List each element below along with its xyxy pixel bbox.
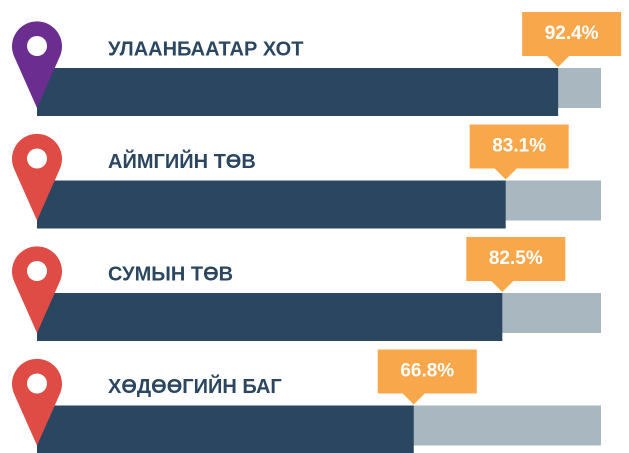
pin-hole	[27, 148, 47, 169]
location-pin	[11, 358, 62, 446]
bar	[37, 68, 559, 116]
category-label: ХӨДӨӨГИЙН БАГ	[108, 374, 282, 398]
value-callout	[469, 124, 569, 169]
category-label: УЛААНБААТАР ХОТ	[108, 38, 303, 60]
value-label: 82.5%	[489, 248, 543, 269]
value-label: 92.4%	[545, 23, 599, 44]
callout-pointer	[490, 280, 515, 292]
bar	[37, 405, 414, 453]
pin-hole	[27, 36, 47, 56]
pin-hole	[27, 261, 47, 281]
location-pin	[11, 246, 62, 333]
value-label: 83.1%	[492, 136, 546, 157]
callout-pointer	[401, 392, 426, 405]
category-label: АЙМГИЙН ТӨВ	[108, 149, 256, 173]
value-callout	[466, 237, 566, 281]
callout-pointer	[546, 55, 571, 67]
bar	[37, 293, 503, 341]
location-pin	[11, 21, 62, 108]
pin-hole	[27, 373, 47, 394]
category-label: СУМЫН ТӨВ	[108, 263, 233, 285]
location-pin	[11, 133, 62, 221]
callout-pointer	[493, 167, 518, 180]
bar	[37, 180, 506, 229]
value-label: 66.8%	[400, 361, 454, 382]
value-callout	[377, 349, 477, 394]
value-callout	[522, 12, 622, 56]
